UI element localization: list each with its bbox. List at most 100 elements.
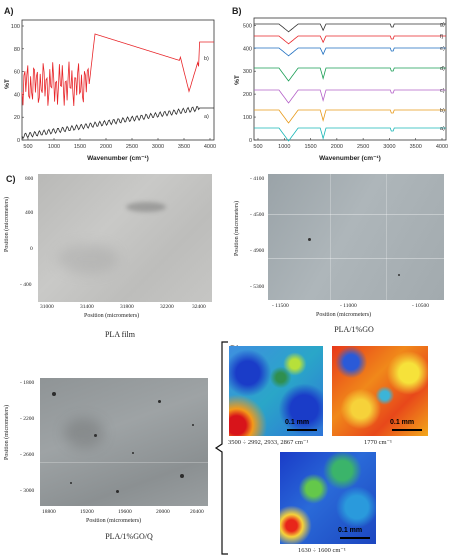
chart-a-xtick: 4000: [204, 144, 216, 150]
chart-a-xtick: 2000: [100, 144, 112, 150]
image1-xtick: 32200: [160, 304, 174, 310]
curve-label: c): [440, 88, 445, 94]
chart-a-xtick: 500: [23, 144, 32, 150]
chart-b-xlabel: Wavenumber (cm⁻¹): [319, 155, 381, 162]
image3-ytick: - 3000: [20, 488, 35, 494]
image2-xlabel: Position (micrometers): [316, 312, 372, 318]
image2-ylabel: Position (micrometers): [234, 200, 240, 256]
chart-b-ytick: 500: [243, 23, 252, 29]
curve-a-label: a): [204, 114, 209, 120]
ftir-chart-b: 0 100 200 300 400 500 500 1000 1500 2000 2500 3000…: [234, 17, 448, 162]
curve-label: b): [440, 108, 445, 114]
spectrum-b-line: [21, 33, 214, 107]
heatmap-3500: 0.1 mm: [229, 346, 323, 436]
spectrum-line: [254, 47, 446, 57]
chart-b-frame: [253, 17, 447, 141]
chart-b-xtick: 3500: [410, 144, 422, 150]
image3-xtick: 19600: [118, 509, 132, 515]
image1-ytick: 400: [25, 210, 34, 216]
bracket: [214, 341, 228, 555]
image2-ytick: - 5300: [250, 284, 265, 290]
panel-a-label: A): [4, 6, 14, 16]
chart-a-xtick: 2500: [126, 144, 138, 150]
chart-a-ytick: 20: [14, 115, 20, 121]
heatmap3-caption: 1630 ÷ 1600 cm⁻¹: [298, 547, 346, 554]
image1-xtick: 31800: [120, 304, 134, 310]
chart-b-ytick: 400: [243, 46, 252, 52]
image1-ylabel: Position (micrometers): [4, 196, 10, 252]
micrograph-pla-1go-q: [40, 378, 208, 506]
chart-b-xtick: 1500: [304, 144, 316, 150]
image2-xtick: - 11500: [272, 303, 289, 309]
panel-c-label: C): [6, 174, 16, 184]
chart-a-ytick: 80: [14, 47, 20, 53]
chart-b-xtick: 3000: [383, 144, 395, 150]
spectrum-line: [254, 127, 446, 142]
spectrum-line: [254, 67, 446, 82]
heatmap1-scale: 0.1 mm: [285, 419, 310, 426]
chart-b-xtick: 1000: [278, 144, 290, 150]
curve-b-label: b): [204, 56, 209, 62]
chart-b-xtick: 500: [253, 144, 262, 150]
heatmap1-caption: 3500 ÷ 2992, 2933, 2867 cm⁻¹: [228, 439, 309, 446]
caption-pla-1go: PLA/1%GO: [334, 325, 374, 334]
image2-ytick: - 4500: [250, 212, 265, 218]
image3-xtick: 19200: [80, 509, 94, 515]
panel-b-label: B): [232, 6, 242, 16]
image1-xtick: 31000: [40, 304, 54, 310]
chart-a-xtick: 3500: [178, 144, 190, 150]
spectrum-a-line: [21, 106, 214, 140]
spectrum-line: [254, 109, 446, 124]
chart-b-xtick: 2500: [357, 144, 369, 150]
micrograph-pla-film: [38, 174, 212, 302]
curve-label: a): [440, 126, 445, 132]
spectrum-line: [254, 89, 446, 104]
chart-a-ytick: 100: [11, 24, 20, 30]
chart-a-xtick: 3000: [152, 144, 164, 150]
heatmap-1770: 0.1 mm: [332, 346, 428, 436]
image2-xtick: - 10500: [412, 303, 429, 309]
heatmap2-scale: 0.1 mm: [390, 419, 415, 426]
curve-label: f): [440, 34, 444, 40]
chart-a-ytick: 40: [14, 92, 20, 98]
chart-b-ytick: 200: [243, 92, 252, 98]
image2-xtick: - 11000: [340, 303, 357, 309]
heatmap2-caption: 1770 cm⁻¹: [364, 439, 392, 446]
chart-a-ytick: 0: [17, 138, 20, 144]
image1-ytick: - 400: [20, 282, 32, 288]
ftir-chart-a: 0 20 40 60 80 100 500 1000 1500 2000 2500 3000 3500…: [4, 19, 216, 162]
image1-xtick: 31400: [80, 304, 94, 310]
image3-xtick: 20000: [156, 509, 170, 515]
chart-a-xtick: 1500: [74, 144, 86, 150]
spectrum-line: [254, 35, 446, 45]
image2-ytick: - 4100: [250, 176, 265, 182]
heatmap-1630: 0.1 mm: [280, 452, 376, 544]
image1-ytick: 800: [25, 176, 34, 182]
image3-ytick: - 2200: [20, 416, 35, 422]
micrograph-pla-1go: [268, 174, 444, 300]
chart-a-frame: [21, 19, 215, 141]
chart-b-xtick: 4000: [436, 144, 448, 150]
chart-b-ytick: 300: [243, 69, 252, 75]
curve-label: e): [440, 46, 445, 52]
image3-ylabel: Position (micrometers): [4, 404, 10, 460]
image3-xlabel: Position (micrometers): [86, 518, 142, 524]
caption-pla-1go-q: PLA/1%GO/Q: [105, 532, 153, 541]
image3-xtick: 18800: [42, 509, 56, 515]
image3-xtick: 20400: [190, 509, 204, 515]
curve-label: g): [440, 22, 445, 28]
curve-label: d): [440, 66, 445, 72]
chart-a-xlabel: Wavenumber (cm⁻¹): [87, 155, 149, 162]
image3-ytick: - 2600: [20, 452, 35, 458]
heatmap3-scale: 0.1 mm: [338, 527, 363, 534]
chart-b-ylabel: %T: [234, 75, 241, 85]
chart-a-ytick: 60: [14, 70, 20, 76]
chart-b-ytick: 0: [249, 138, 252, 144]
image1-ytick: 0: [30, 246, 33, 252]
chart-b-ytick: 100: [243, 115, 252, 121]
image1-xtick: 32400: [192, 304, 206, 310]
image1-xlabel: Position (micrometers): [84, 313, 140, 319]
spectrum-line: [254, 23, 446, 33]
image2-ytick: - 4900: [250, 248, 265, 254]
caption-pla-film: PLA film: [104, 330, 135, 339]
